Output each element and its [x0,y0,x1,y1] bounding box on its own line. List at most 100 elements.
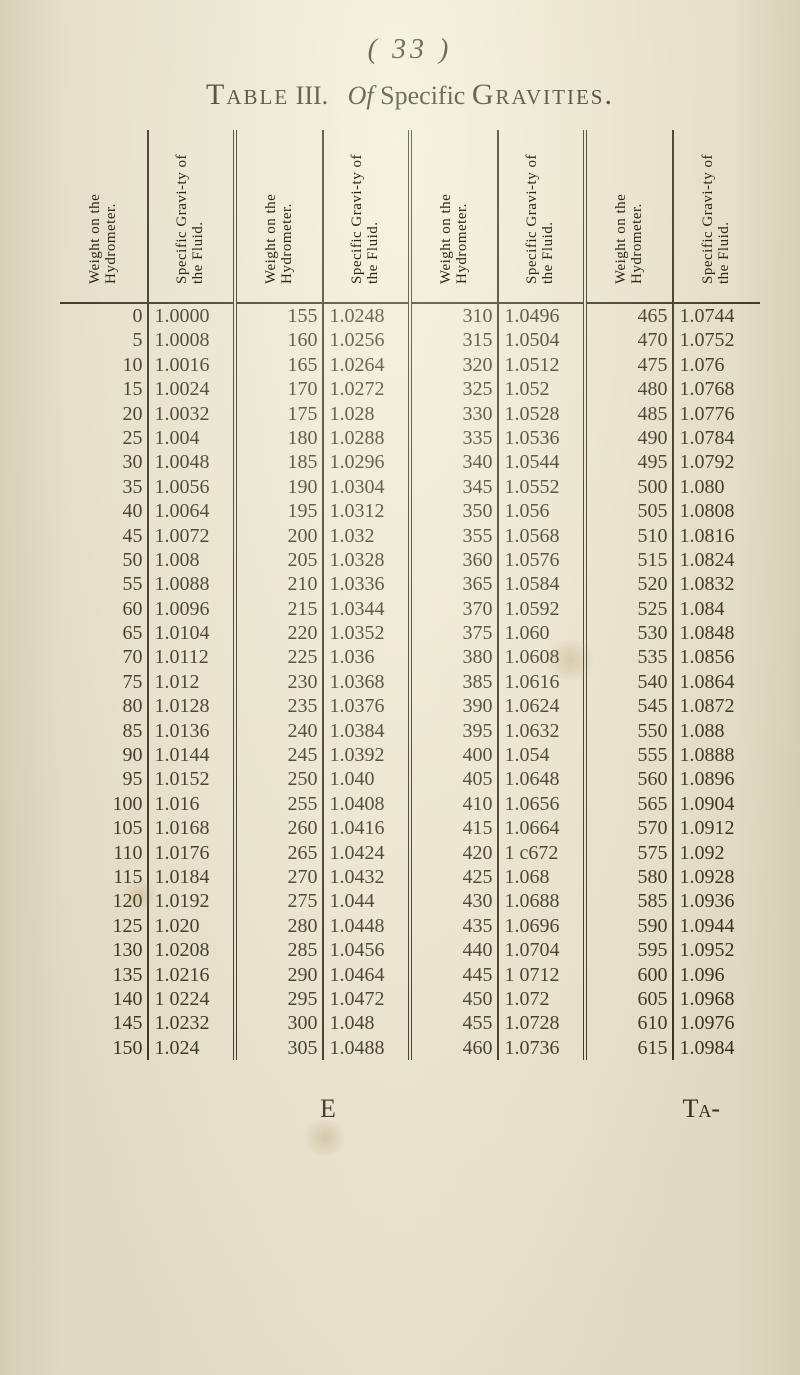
cell-gravity: 1.0416 [323,816,411,840]
cell-weight: 580 [585,865,673,889]
cell-gravity: 1.0808 [673,499,761,523]
cell-gravity: 1.0904 [673,792,761,816]
cell-gravity: 1.0856 [673,645,761,669]
cell-weight: 185 [235,450,323,474]
cell-weight: 135 [60,963,148,987]
cell-gravity: 1.0976 [673,1011,761,1035]
cell-gravity: 1.0624 [498,694,586,718]
cell-gravity: 1.0168 [148,816,236,840]
cell-gravity: 1.0472 [323,987,411,1011]
cell-weight: 550 [585,719,673,743]
heading-table-word: Table [206,78,289,111]
cell-gravity: 1.0848 [673,621,761,645]
cell-gravity: 1.0792 [673,450,761,474]
cell-weight: 600 [585,963,673,987]
cell-weight: 50 [60,548,148,572]
cell-weight: 250 [235,767,323,791]
cell-weight: 150 [60,1036,148,1060]
cell-gravity: 1.0432 [323,865,411,889]
cell-gravity: 1.008 [148,548,236,572]
table-row: 1001.0162551.04084101.06565651.0904 [60,792,760,816]
cell-gravity: 1.096 [673,963,761,987]
cell-weight: 315 [410,328,498,352]
cell-gravity: 1.0104 [148,621,236,645]
cell-weight: 465 [585,303,673,328]
cell-gravity: 1.0584 [498,572,586,596]
cell-gravity: 1.0000 [148,303,236,328]
cell-weight: 575 [585,841,673,865]
cell-gravity: 1.016 [148,792,236,816]
cell-gravity: 1.0288 [323,426,411,450]
table-row: 51.00081601.02563151.05044701.0752 [60,328,760,352]
cell-weight: 200 [235,524,323,548]
cell-gravity: 1.0592 [498,597,586,621]
cell-gravity: 1.0688 [498,889,586,913]
cell-gravity: 1.0752 [673,328,761,352]
cell-weight: 365 [410,572,498,596]
heading-subject-2: Gravities. [472,78,614,111]
cell-weight: 100 [60,792,148,816]
col-header-gravity-1-label: Specific Gravi-ty of the Fluid. [175,134,207,284]
col-header-weight-1-label: Weight on the Hydrometer. [88,134,120,284]
cell-weight: 385 [410,670,498,694]
cell-weight: 90 [60,743,148,767]
cell-weight: 30 [60,450,148,474]
cell-gravity: 1.032 [323,524,411,548]
cell-weight: 615 [585,1036,673,1060]
cell-gravity: 1.054 [498,743,586,767]
cell-weight: 220 [235,621,323,645]
cell-gravity: 1.0824 [673,548,761,572]
cell-weight: 350 [410,499,498,523]
cell-weight: 260 [235,816,323,840]
cell-gravity: 1.0424 [323,841,411,865]
cell-gravity: 1.0216 [148,963,236,987]
cell-weight: 505 [585,499,673,523]
cell-gravity: 1.068 [498,865,586,889]
cell-gravity: 1.0016 [148,353,236,377]
cell-gravity: 1.0376 [323,694,411,718]
cell-gravity: 1.0152 [148,767,236,791]
table-row: 1251.0202801.04484351.06965901.0944 [60,914,760,938]
cell-weight: 595 [585,938,673,962]
cell-weight: 530 [585,621,673,645]
cell-gravity: 1.0776 [673,402,761,426]
cell-gravity: 1.076 [673,353,761,377]
table-row: 01.00001551.02483101.04964651.0744 [60,303,760,328]
cell-weight: 415 [410,816,498,840]
cell-weight: 285 [235,938,323,962]
cell-weight: 165 [235,353,323,377]
cell-weight: 265 [235,841,323,865]
cell-gravity: 1.0136 [148,719,236,743]
table-row: 501.0082051.03283601.05765151.0824 [60,548,760,572]
cell-gravity: 1.0536 [498,426,586,450]
cell-gravity: 1.056 [498,499,586,523]
cell-gravity: 1.0456 [323,938,411,962]
col-header-gravity-2-label: Specific Gravi-ty of the Fluid. [350,134,382,284]
cell-gravity: 1.0248 [323,303,411,328]
cell-weight: 60 [60,597,148,621]
cell-weight: 440 [410,938,498,962]
cell-weight: 75 [60,670,148,694]
cell-weight: 470 [585,328,673,352]
cell-weight: 360 [410,548,498,572]
cell-weight: 555 [585,743,673,767]
cell-weight: 210 [235,572,323,596]
cell-weight: 485 [585,402,673,426]
cell-gravity: 1.0392 [323,743,411,767]
cell-weight: 460 [410,1036,498,1060]
table-row: 901.01442451.03924001.0545551.0888 [60,743,760,767]
cell-gravity: 1.0872 [673,694,761,718]
cell-weight: 280 [235,914,323,938]
table-row: 651.01042201.03523751.0605301.0848 [60,621,760,645]
cell-weight: 475 [585,353,673,377]
cell-gravity: 1.0888 [673,743,761,767]
cell-weight: 500 [585,475,673,499]
foxing-spot [300,1120,350,1155]
cell-gravity: 1.0088 [148,572,236,596]
cell-gravity: 1.012 [148,670,236,694]
cell-weight: 125 [60,914,148,938]
cell-gravity: 1.0576 [498,548,586,572]
table-row: 701.01122251.0363801.06085351.0856 [60,645,760,669]
cell-weight: 610 [585,1011,673,1035]
cell-weight: 275 [235,889,323,913]
